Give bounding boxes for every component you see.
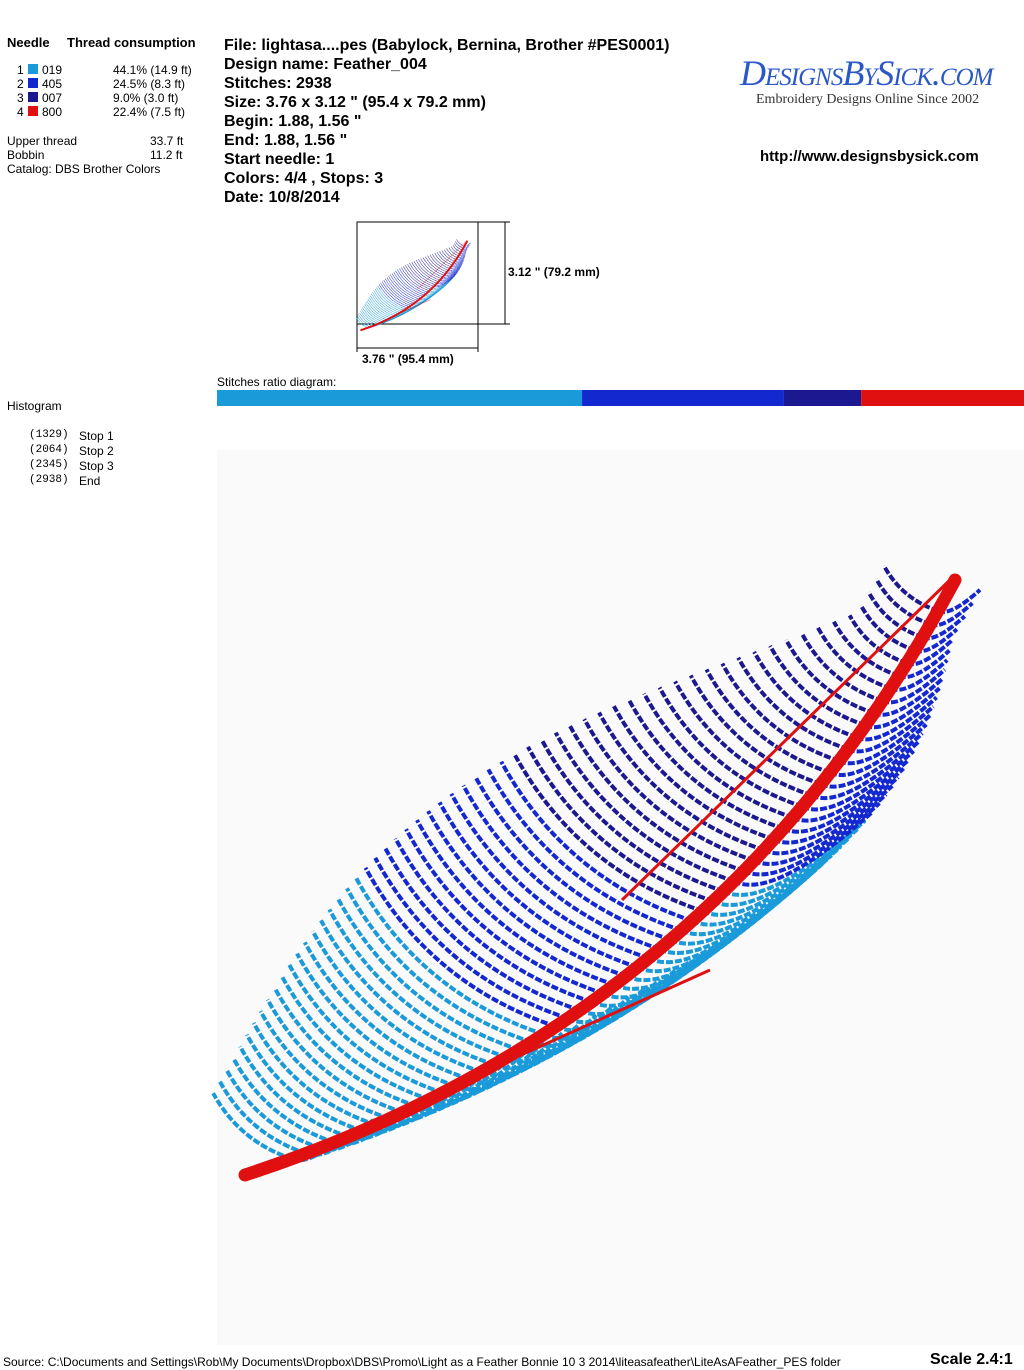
ratio-segment: [217, 390, 583, 406]
total-label: Bobbin: [7, 148, 45, 162]
dim-width: 3.76 " (95.4 mm): [362, 352, 454, 366]
thread-swatch: [28, 78, 38, 88]
needle-number: 1: [17, 63, 24, 77]
thread-code: 019: [42, 63, 63, 77]
stop-name: Stop 1: [79, 429, 114, 443]
source-path: Source: C:\Documents and Settings\Rob\My…: [3, 1355, 841, 1369]
thread-swatch: [28, 92, 38, 102]
ratio-bar: [217, 390, 1024, 406]
info-line: Colors: 4/4 , Stops: 3: [224, 170, 384, 187]
thread-code: 800: [42, 105, 63, 119]
histogram-title: Histogram: [7, 399, 62, 413]
needle-number: 4: [17, 105, 24, 119]
thumbnail: [355, 221, 510, 352]
needle-number: 3: [17, 91, 24, 105]
thread-consumption: 44.1% (14.9 ft): [113, 63, 192, 77]
url: http://www.designsbysick.com: [760, 148, 979, 165]
col-header: Needle: [7, 35, 50, 50]
thread-swatch: [28, 106, 38, 116]
thread-consumption: 9.0% (3.0 ft): [113, 91, 179, 105]
info-line: Design name: Feather_004: [224, 56, 427, 73]
info-line: Stitches: 2938: [224, 75, 332, 92]
dim-height: 3.12 " (79.2 mm): [508, 265, 600, 279]
ratio-segment: [582, 390, 784, 406]
scale: Scale 2.4:1: [930, 1351, 1013, 1368]
stop-name: Stop 3: [79, 459, 114, 473]
logo-tagline: Embroidery Designs Online Since 2002: [756, 92, 980, 107]
thumb-frame: [356, 221, 479, 325]
thread-consumption: 22.4% (7.5 ft): [113, 105, 186, 119]
info-line: Start needle: 1: [224, 151, 335, 168]
thread-code: 405: [42, 77, 63, 91]
info-line: Begin: 1.88, 1.56 ": [224, 113, 362, 130]
thread-swatch: [28, 64, 38, 74]
logo-title: DesignsBySick.com: [740, 53, 993, 93]
needle-number: 2: [17, 77, 24, 91]
stop-name: Stop 2: [79, 444, 114, 458]
stop-count: (1329): [29, 429, 69, 441]
col-header: Thread consumption: [67, 35, 196, 50]
info-line: File: lightasa....pes (Babylock, Bernina…: [224, 37, 670, 54]
total-value: 11.2 ft: [150, 148, 183, 162]
stop-count: (2345): [29, 459, 69, 471]
catalog: Catalog: DBS Brother Colors: [7, 162, 161, 176]
thread-code: 007: [42, 91, 63, 105]
ratio-label: Stitches ratio diagram:: [217, 375, 337, 389]
ratio-segment: [783, 390, 862, 406]
preview-area: [217, 450, 1024, 1345]
stop-count: (2938): [29, 474, 69, 486]
total-label: Upper thread: [7, 134, 78, 148]
ratio-segment: [861, 390, 1024, 406]
info-line: Date: 10/8/2014: [224, 189, 340, 206]
total-value: 33.7 ft: [150, 134, 184, 148]
thread-consumption: 24.5% (8.3 ft): [113, 77, 186, 91]
stop-name: End: [79, 474, 101, 488]
info-line: Size: 3.76 x 3.12 " (95.4 x 79.2 mm): [224, 94, 486, 111]
info-line: End: 1.88, 1.56 ": [224, 132, 348, 149]
stop-count: (2064): [29, 444, 69, 456]
